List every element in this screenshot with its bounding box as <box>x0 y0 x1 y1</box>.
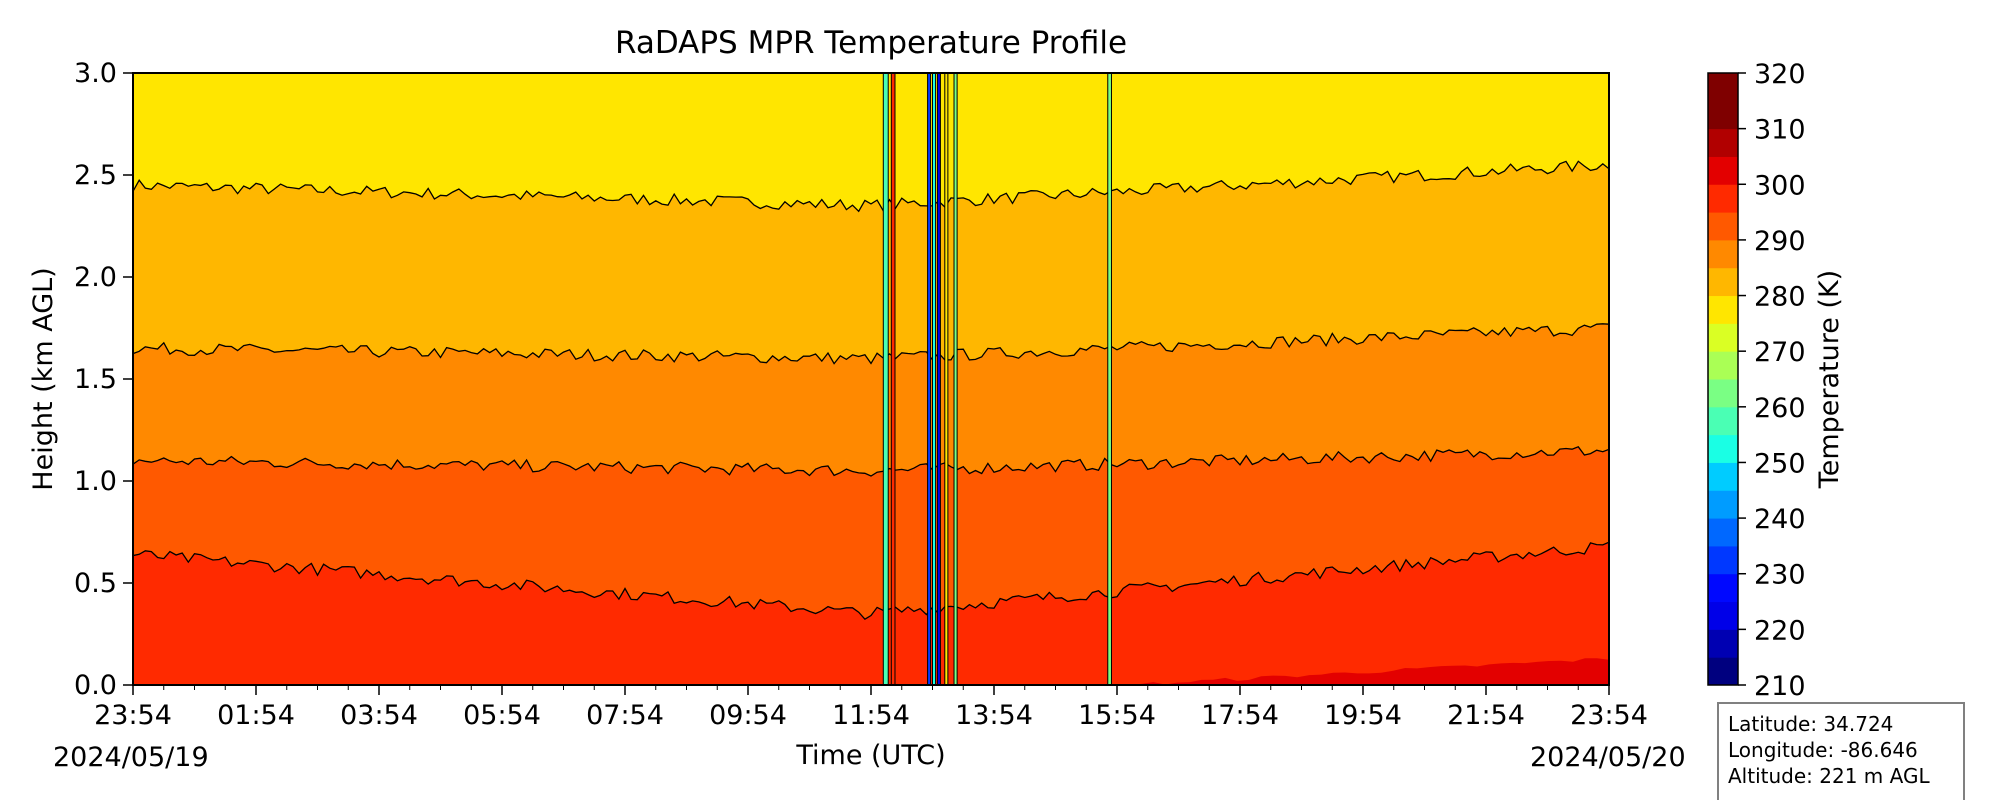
contour-line-295K <box>133 541 1609 621</box>
x-tick-label: 01:54 <box>217 700 295 731</box>
contour-line-280K <box>133 160 1609 213</box>
colorbar-segment <box>1708 490 1738 519</box>
colorbar-segment <box>1708 73 1738 102</box>
x-axis-label: Time (UTC) <box>795 740 945 771</box>
colorbar-tick-label: 250 <box>1754 448 1806 479</box>
colorbar-segment <box>1708 156 1738 185</box>
colorbar: 320 310 300 290 280 270 260 250 240 230 220 210 <box>1707 59 1806 702</box>
temperature-band-295K <box>133 542 1609 685</box>
data-gap-streak <box>1107 73 1112 685</box>
x-axis: 23:54 01:54 03:54 05:54 07:54 09:54 11:54 13:54… <box>94 685 1648 731</box>
y-tick-label: 0.5 <box>74 568 117 599</box>
colorbar-tick-label: 310 <box>1754 115 1806 146</box>
colorbar-tick-label: 240 <box>1754 504 1806 535</box>
x-tick-label: 21:54 <box>1447 700 1525 731</box>
x-tick-label: 05:54 <box>463 700 541 731</box>
data-gap-streak <box>890 73 896 685</box>
colorbar-tick-label: 230 <box>1754 560 1806 591</box>
colorbar-segment <box>1708 518 1738 547</box>
data-gap-streak <box>882 73 889 685</box>
contour-line-285K <box>133 323 1609 365</box>
y-tick-label: 1.0 <box>74 466 117 497</box>
x-tick-label: 11:54 <box>832 700 910 731</box>
station-info-box: Latitude: 34.724 Longitude: -86.646 Alti… <box>1717 702 1965 800</box>
colorbar-tick-label: 260 <box>1754 393 1806 424</box>
colorbar-segment <box>1708 657 1738 686</box>
colorbar-segment <box>1708 239 1738 269</box>
colorbar-segment <box>1708 267 1738 297</box>
colorbar-tick-label: 280 <box>1754 282 1806 313</box>
x-tick-label: 19:54 <box>1324 700 1402 731</box>
data-gap-streak <box>953 73 958 685</box>
end-date-label: 2024/05/20 <box>1530 742 1686 773</box>
x-tick-label: 23:54 <box>94 700 172 731</box>
station-latitude: Latitude: 34.724 <box>1728 712 1893 736</box>
data-gap-streak <box>936 73 941 685</box>
y-tick-label: 1.5 <box>74 364 117 395</box>
colorbar-segment <box>1708 295 1738 324</box>
y-tick-label: 2.5 <box>74 160 117 191</box>
station-altitude: Altitude: 221 m AGL <box>1728 764 1930 788</box>
colorbar-segment <box>1708 629 1738 658</box>
y-tick-label: 2.0 <box>74 262 117 293</box>
temperature-band-300K <box>1129 658 1609 685</box>
colorbar-frame <box>1707 72 1739 686</box>
chart-title: RaDAPS MPR Temperature Profile <box>615 25 1127 61</box>
colorbar-tick-label: 210 <box>1754 671 1806 702</box>
colorbar-segment <box>1708 212 1738 241</box>
colorbar-label: Temperature (K) <box>1814 270 1845 489</box>
y-tick-label: 0.0 <box>74 670 117 701</box>
colorbar-segment <box>1708 573 1738 603</box>
colorbar-tick-label: 220 <box>1754 615 1806 646</box>
colorbar-segment <box>1708 184 1738 213</box>
x-tick-label: 15:54 <box>1078 700 1156 731</box>
colorbar-tick-label: 320 <box>1754 59 1806 90</box>
colorbar-segment <box>1708 545 1738 575</box>
colorbar-tick-label: 300 <box>1754 170 1806 201</box>
colorbar-segment <box>1708 601 1738 630</box>
station-longitude: Longitude: -86.646 <box>1728 738 1918 762</box>
colorbar-tick-label: 270 <box>1754 337 1806 368</box>
colorbar-segment <box>1708 462 1738 491</box>
x-tick-label: 13:54 <box>955 700 1033 731</box>
x-tick-label: 07:54 <box>586 700 664 731</box>
plot-area <box>133 73 1609 685</box>
colorbar-segment <box>1708 434 1738 463</box>
x-tick-label: 09:54 <box>709 700 787 731</box>
x-tick-label: 17:54 <box>1201 700 1279 731</box>
y-axis-label: Height (km AGL) <box>28 267 59 490</box>
y-tick-label: 3.0 <box>74 58 117 89</box>
x-tick-label: 03:54 <box>340 700 418 731</box>
data-gap-streak <box>944 73 949 685</box>
colorbar-segment <box>1708 100 1738 130</box>
colorbar-segment <box>1708 379 1738 408</box>
data-gap-streak <box>927 73 932 685</box>
colorbar-tick-label: 290 <box>1754 226 1806 257</box>
colorbar-segment <box>1708 323 1738 352</box>
y-axis: 0.0 0.5 1.0 1.5 2.0 2.5 3.0 <box>74 58 133 701</box>
start-date-label: 2024/05/19 <box>53 742 209 773</box>
colorbar-segment <box>1708 128 1738 157</box>
contour-line-290K <box>133 446 1609 477</box>
x-tick-label: 23:54 <box>1570 700 1648 731</box>
data-gap-streak <box>932 73 937 685</box>
colorbar-segment <box>1708 351 1738 380</box>
colorbar-segment <box>1708 406 1738 436</box>
